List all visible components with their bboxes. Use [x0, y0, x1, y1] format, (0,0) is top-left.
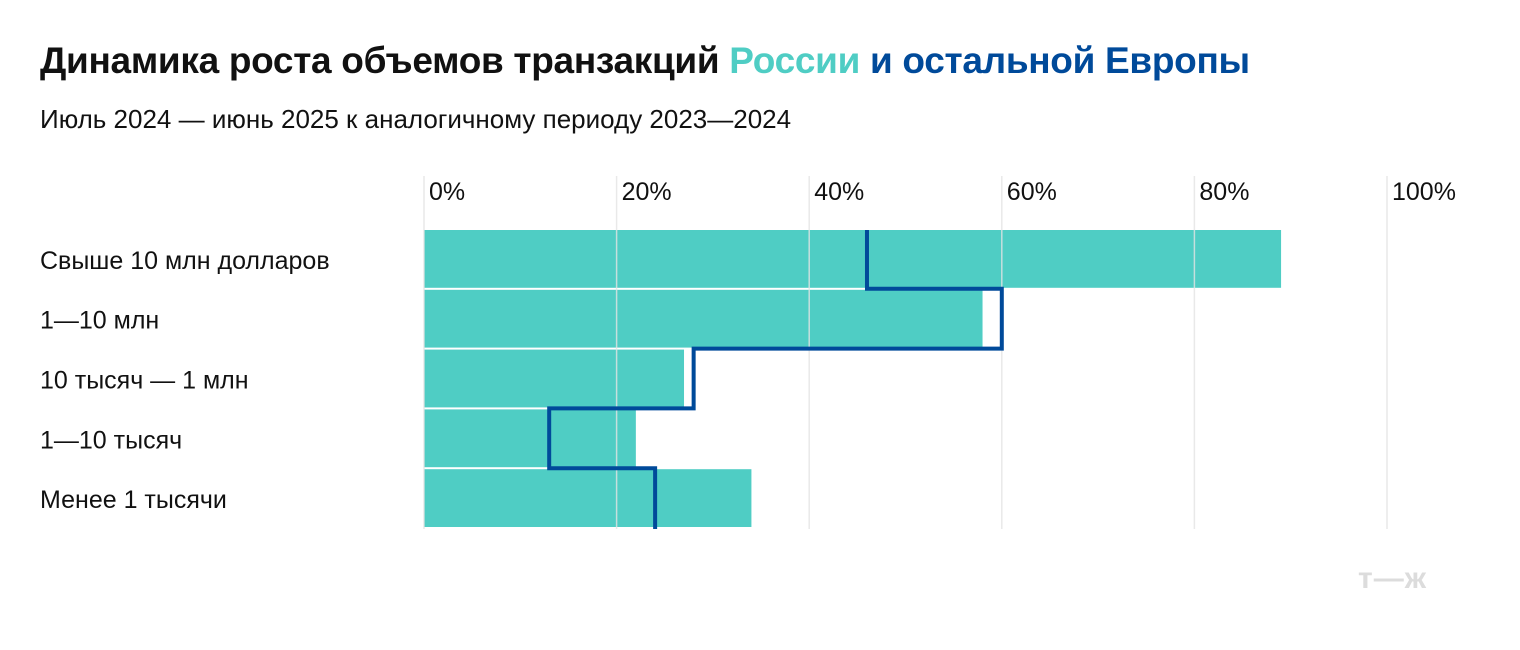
title-russia: России: [729, 40, 861, 81]
category-label: 10 тысяч — 1 млн: [40, 367, 249, 395]
x-tick-label: 100%: [1392, 178, 1456, 206]
category-label: 1—10 млн: [40, 307, 159, 335]
bar-russia: [424, 230, 1282, 288]
category-label: 1—10 тысяч: [40, 426, 182, 454]
title-text: Динамика роста объемов транзакций: [40, 40, 730, 81]
bar-russia: [424, 349, 685, 408]
x-tick-label: 0%: [429, 178, 465, 206]
logo: т—ж: [1358, 562, 1427, 595]
category-label: Менее 1 тысячи: [40, 486, 227, 514]
x-tick-label: 20%: [622, 178, 672, 206]
x-tick-label: 80%: [1199, 178, 1249, 206]
x-tick-label: 40%: [814, 178, 864, 206]
bar-russia: [424, 289, 983, 348]
bar-russia: [424, 469, 752, 527]
category-label: Свыше 10 млн долларов: [40, 247, 330, 275]
chart-subtitle: Июль 2024 — июнь 2025 к аналогичному пер…: [40, 104, 792, 134]
bar-russia: [424, 409, 636, 468]
chart-title: Динамика роста объемов транзакций России…: [40, 40, 1250, 82]
x-tick-label: 60%: [1007, 178, 1057, 206]
step-line-europe: [547, 230, 1004, 529]
title-europe: и остальной Европы: [860, 40, 1250, 81]
